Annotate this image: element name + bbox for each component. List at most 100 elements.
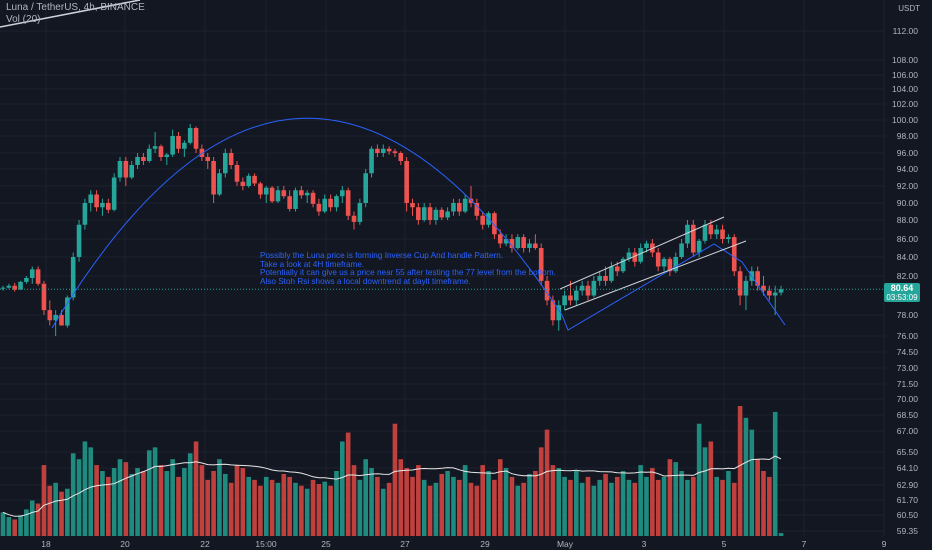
candle [416,203,421,225]
candle [667,257,673,276]
candle [380,144,386,157]
price-tick-label: 68.50 [897,410,919,420]
candle-body [217,173,222,195]
volume-bar [211,471,216,536]
candle [340,186,345,203]
candle [357,198,363,225]
candle [521,234,526,253]
volume-bar [702,447,708,536]
candle-body [340,190,345,197]
currency-label: USDT [898,4,920,13]
price-tick-label: 112.00 [893,26,919,36]
volume-bar [521,482,526,536]
candle-body [451,203,456,212]
candle-body [41,283,47,311]
candle-body [211,161,216,195]
candle-body [29,269,35,278]
volume-bar [65,488,70,536]
candle-body [421,207,427,220]
volume-bar [380,488,386,536]
candle [591,276,597,298]
candle [433,207,439,225]
candle [497,229,503,248]
price-tick-label: 71.50 [897,379,919,389]
price-tick-label: 88.00 [897,215,919,225]
candle [176,132,181,153]
volume-bar [223,473,228,536]
candle-body [146,148,152,161]
candle [263,186,269,203]
candle-body [416,207,421,220]
candle-body [515,237,521,248]
candle-body [708,224,714,235]
volume-bar [123,462,129,536]
volume-bar [275,482,281,536]
candle-body [667,258,673,272]
time-tick-label: 20 [120,539,130,549]
price-tick-label: 92.00 [897,181,919,191]
candle [304,190,310,203]
volume-bar [205,479,211,536]
candle-body [223,153,228,174]
volume-bar [6,517,12,536]
candles [0,124,784,336]
candle-body [47,310,53,321]
volume-bar [720,479,725,536]
candle [94,190,99,212]
candle-body [550,300,556,321]
candle [12,282,17,292]
candle-body [141,157,146,161]
candle-body [152,146,158,149]
volume-bar [217,459,222,536]
candle-body [743,280,749,296]
user-drawings [0,0,786,331]
candle [480,211,485,230]
volume-bar [667,459,673,536]
candle [29,266,35,284]
candle-body [275,190,281,202]
volume-bar [497,459,503,536]
candle-body [246,175,251,186]
volume-bar [416,465,421,536]
handle-projection-drawing [561,243,786,331]
candle [299,186,304,199]
idea-annotation[interactable]: Possibly the Luna price is forming Inver… [260,251,556,286]
candle [632,248,638,267]
volume-bar [328,485,333,536]
volume-bar [714,476,719,536]
volume-bar [749,429,755,536]
candle [100,198,105,216]
volume-bar [199,465,205,536]
volume-bar [638,465,643,536]
volume-bar [310,479,316,536]
volume-bar [375,476,380,536]
candle-body [626,252,632,259]
candle [626,248,632,262]
candle-body [433,209,439,220]
candle [88,190,94,212]
time-tick-label: 18 [41,539,51,549]
candle [556,300,562,331]
volume-legend[interactable]: Vol (20) [6,14,41,25]
volume-bar [164,471,170,536]
candle [123,157,129,186]
candle-body [258,183,263,195]
volume-bar [731,482,737,536]
volume-bar [258,485,263,536]
volume-bar [544,429,550,536]
candle [205,153,211,169]
volume-bar [556,468,562,536]
candle-body [761,285,766,291]
candle-body [263,187,269,195]
candle-body [632,252,638,262]
candle [655,248,661,272]
candle-body [556,305,562,321]
price-tick-label: 70.00 [897,394,919,404]
trend-line-drawing [0,0,141,28]
candle-body [655,252,661,267]
volume-bar [345,432,351,536]
candle-body [474,203,480,216]
symbol-legend[interactable]: Luna / TetherUS, 4h, BINANCE [6,2,145,13]
candle [755,266,760,291]
